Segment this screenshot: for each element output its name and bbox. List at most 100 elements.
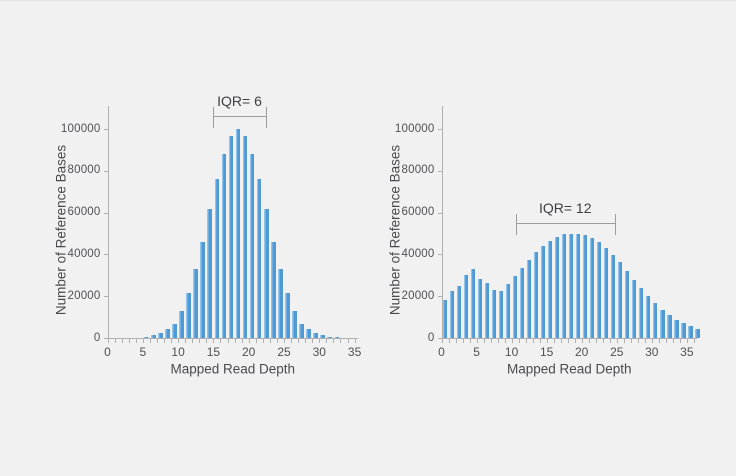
histogram-bar bbox=[292, 310, 297, 338]
histogram-bar bbox=[442, 300, 448, 338]
x-tick bbox=[448, 339, 450, 343]
histogram-bar bbox=[645, 296, 651, 338]
y-tick-label: 0 bbox=[427, 331, 435, 344]
iqr-bracket-end-tick bbox=[266, 107, 268, 129]
x-tick-label: 5 bbox=[139, 345, 147, 359]
histogram-bar bbox=[200, 241, 205, 338]
iqr-bracket-line bbox=[212, 116, 267, 118]
x-tick bbox=[560, 339, 562, 343]
iqr-bracket-line bbox=[515, 223, 615, 225]
x-tick-label: 15 bbox=[539, 345, 554, 359]
histogram-bar bbox=[172, 323, 177, 338]
x-tick bbox=[128, 339, 130, 343]
x-tick bbox=[567, 339, 569, 343]
histogram-bar bbox=[526, 260, 532, 338]
iqr-bracket-end-tick bbox=[212, 107, 214, 129]
x-tick-label: 0 bbox=[104, 345, 111, 359]
x-tick bbox=[227, 339, 229, 343]
x-tick bbox=[291, 339, 293, 343]
x-axis-title: Mapped Read Depth bbox=[506, 361, 632, 377]
y-tick-label: 0 bbox=[93, 331, 101, 344]
x-tick bbox=[178, 339, 180, 343]
x-tick bbox=[588, 339, 590, 343]
histogram-bar bbox=[687, 326, 693, 338]
x-tick bbox=[483, 339, 485, 343]
histogram-bar bbox=[306, 329, 311, 338]
histogram-bar bbox=[186, 293, 191, 338]
x-tick bbox=[149, 339, 151, 343]
x-tick bbox=[553, 339, 555, 343]
histogram-bar bbox=[631, 279, 637, 338]
histogram-bar bbox=[673, 319, 679, 338]
iqr-annotation-label: IQR= 6 bbox=[217, 93, 262, 110]
histogram-bar bbox=[214, 179, 220, 338]
y-tick bbox=[437, 212, 442, 214]
y-axis-title: Number of Reference Bases bbox=[53, 144, 68, 316]
x-tick bbox=[192, 339, 194, 343]
x-tick bbox=[234, 339, 236, 343]
x-tick bbox=[340, 339, 342, 343]
x-tick bbox=[305, 339, 307, 343]
y-tick-label: 20000 bbox=[67, 289, 101, 302]
histogram-bar bbox=[568, 233, 574, 338]
x-axis-title: Mapped Read Depth bbox=[170, 361, 296, 377]
y-tick bbox=[103, 338, 108, 339]
x-tick bbox=[199, 339, 201, 343]
y-tick-label: 60000 bbox=[401, 206, 435, 219]
y-tick-label: 40000 bbox=[401, 247, 435, 260]
x-tick bbox=[354, 339, 356, 343]
histogram-bar bbox=[179, 310, 184, 338]
histogram-bar bbox=[694, 328, 700, 338]
x-tick-label: 25 bbox=[610, 345, 624, 359]
y-tick bbox=[437, 170, 442, 172]
x-tick bbox=[630, 339, 632, 343]
x-tick-label: 0 bbox=[438, 345, 445, 359]
y-tick bbox=[103, 254, 108, 256]
histogram-bar bbox=[624, 271, 630, 338]
x-tick bbox=[476, 339, 478, 343]
histogram-bar bbox=[320, 335, 325, 338]
iqr-annotation-label: IQR= 12 bbox=[538, 200, 592, 217]
histogram-bar bbox=[456, 285, 462, 338]
histogram-bar bbox=[193, 269, 198, 338]
histogram-bar bbox=[158, 332, 163, 338]
histogram-bar bbox=[617, 262, 623, 338]
histogram-bar bbox=[512, 275, 518, 338]
x-tick-label: 20 bbox=[575, 345, 589, 359]
histogram-bar bbox=[554, 236, 560, 338]
histogram-bar bbox=[299, 323, 304, 338]
x-tick-label: 25 bbox=[277, 345, 291, 359]
y-tick-label: 60000 bbox=[67, 206, 101, 219]
histogram-bar bbox=[143, 337, 149, 338]
x-tick bbox=[284, 339, 285, 343]
histogram-bar bbox=[596, 242, 602, 338]
x-tick bbox=[609, 339, 611, 343]
y-tick-label: 40000 bbox=[67, 247, 101, 260]
x-tick bbox=[319, 339, 321, 343]
x-tick bbox=[248, 339, 250, 343]
x-tick bbox=[220, 339, 222, 343]
histogram-bar bbox=[603, 248, 609, 338]
histogram-bar bbox=[285, 293, 290, 338]
x-tick bbox=[326, 339, 328, 343]
x-tick-label: 30 bbox=[312, 345, 326, 359]
y-tick bbox=[437, 129, 442, 130]
x-tick bbox=[142, 339, 144, 343]
x-tick-label: 15 bbox=[206, 345, 221, 359]
histogram-bar bbox=[561, 234, 567, 338]
x-tick bbox=[595, 339, 597, 343]
histogram-bar bbox=[463, 274, 469, 338]
histogram-bar bbox=[652, 303, 658, 338]
y-tick-label: 80000 bbox=[67, 164, 101, 177]
x-tick bbox=[312, 339, 314, 343]
histogram-bar bbox=[666, 315, 672, 338]
y-tick bbox=[437, 338, 442, 339]
x-axis-line bbox=[441, 338, 697, 339]
x-tick bbox=[156, 339, 158, 343]
x-tick bbox=[693, 339, 695, 343]
y-tick bbox=[437, 254, 442, 256]
x-tick bbox=[518, 339, 520, 343]
histogram-bar bbox=[547, 241, 553, 338]
